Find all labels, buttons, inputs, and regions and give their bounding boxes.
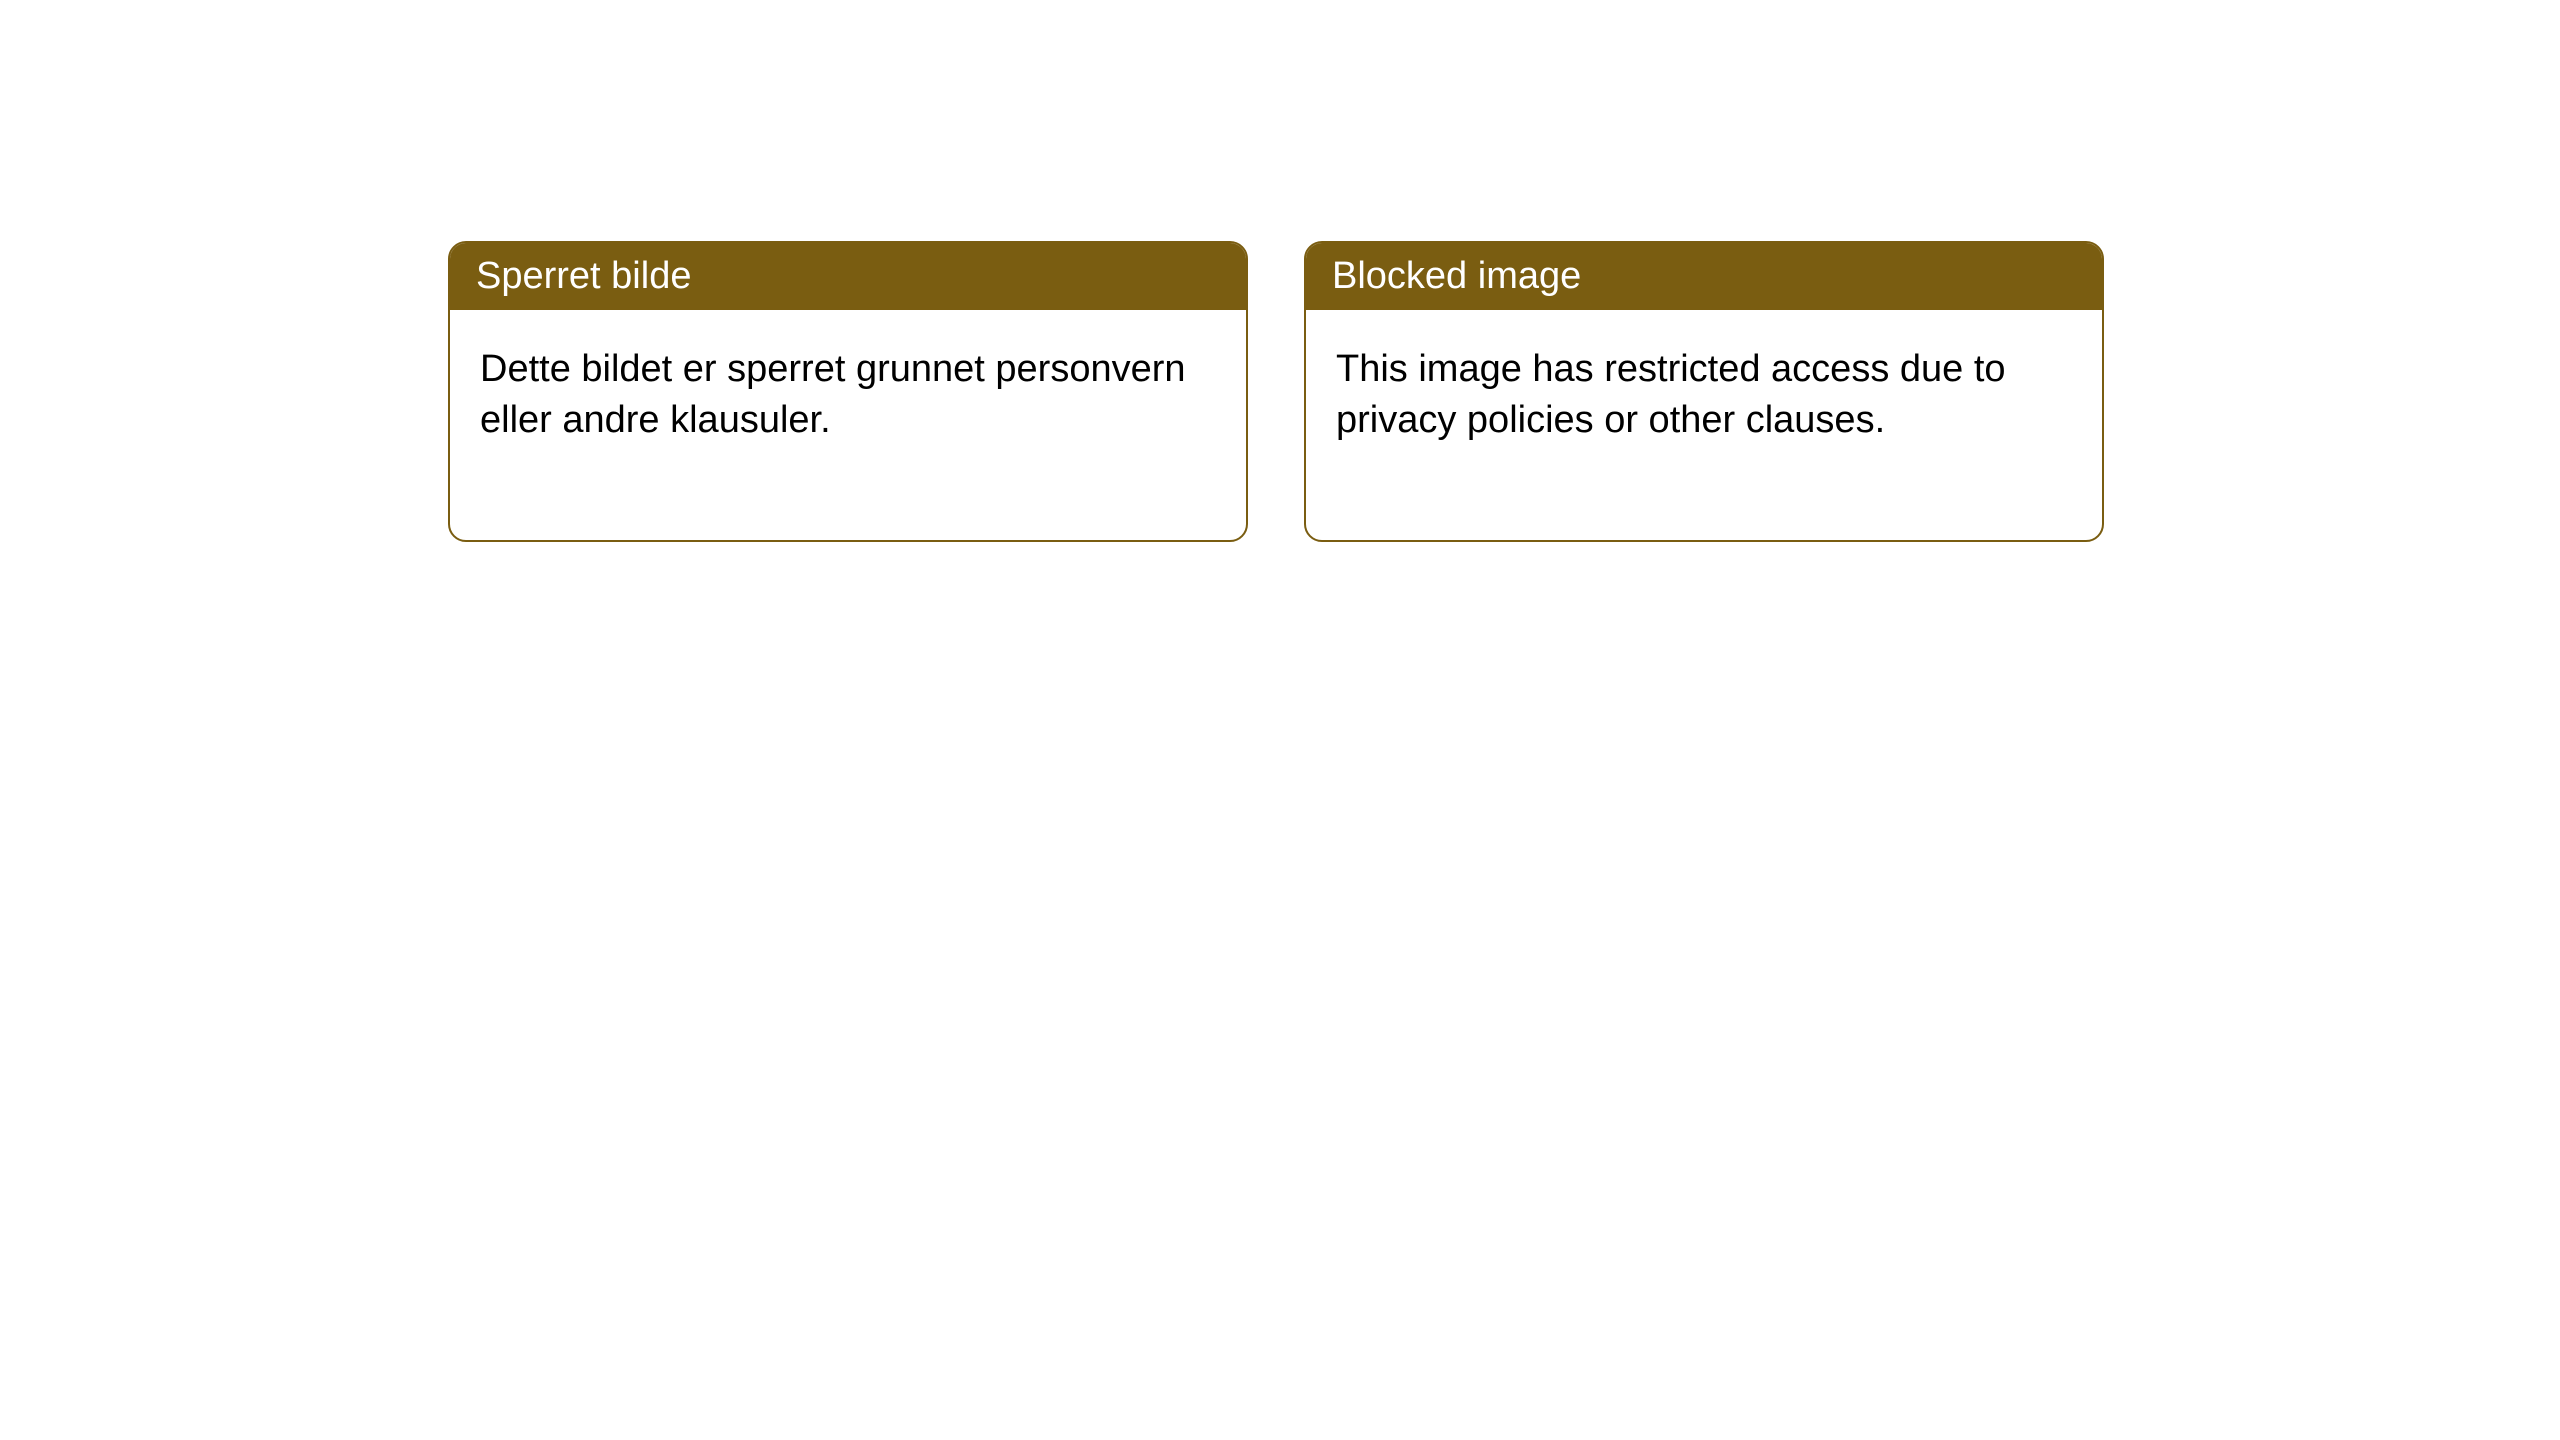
notice-title: Sperret bilde: [450, 243, 1246, 310]
notice-title: Blocked image: [1306, 243, 2102, 310]
notice-body: Dette bildet er sperret grunnet personve…: [450, 310, 1246, 540]
notice-box-norwegian: Sperret bilde Dette bildet er sperret gr…: [448, 241, 1248, 542]
notice-body: This image has restricted access due to …: [1306, 310, 2102, 540]
notice-box-english: Blocked image This image has restricted …: [1304, 241, 2104, 542]
notice-container: Sperret bilde Dette bildet er sperret gr…: [0, 0, 2560, 542]
